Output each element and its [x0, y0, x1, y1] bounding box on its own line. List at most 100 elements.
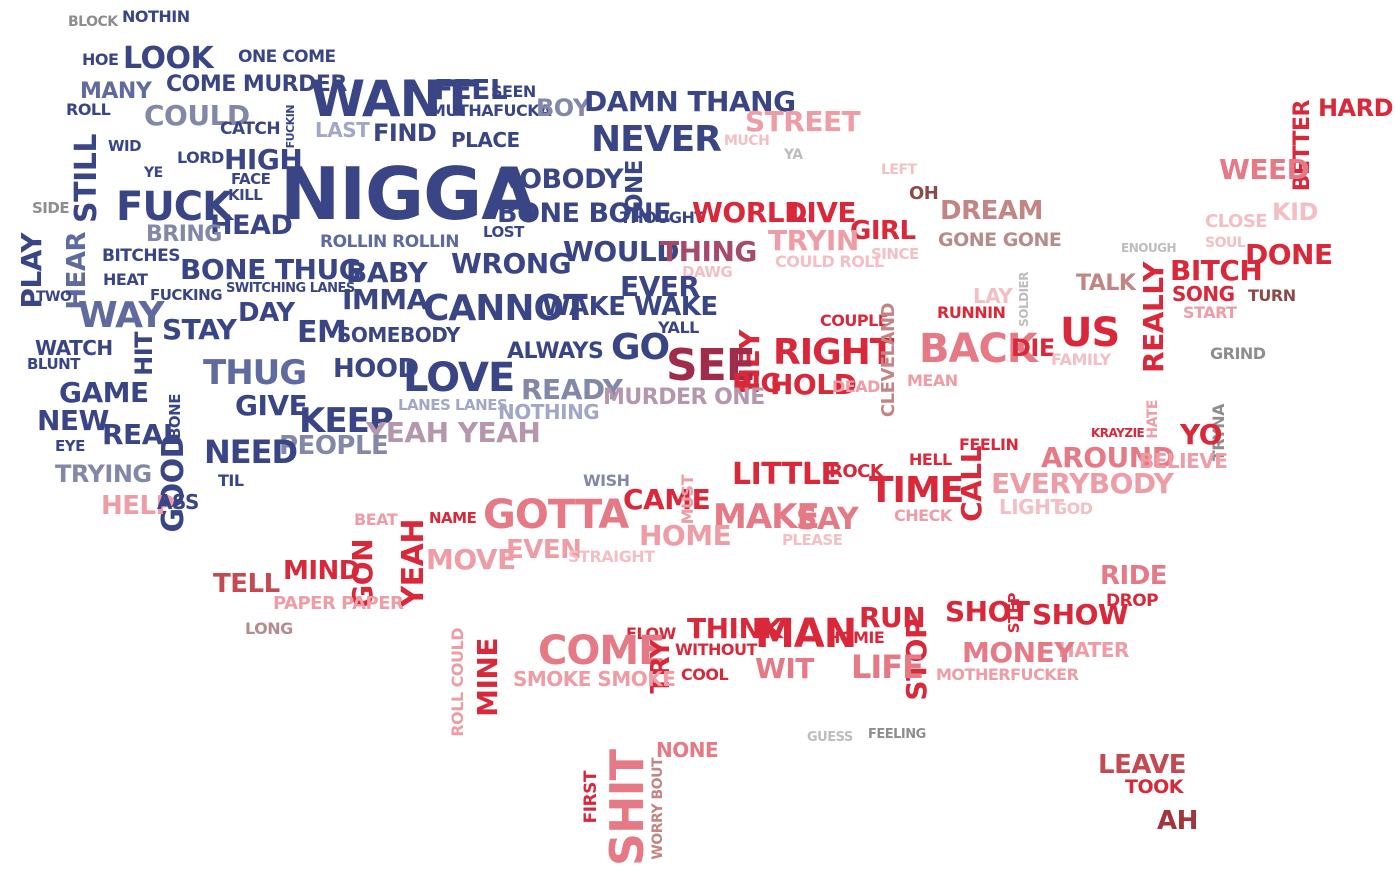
word-left: LEFT: [881, 162, 917, 178]
word-could-roll: COULD ROLL: [775, 252, 884, 271]
word-hold: HOLD: [770, 368, 857, 401]
word-cannot: CANNOT: [423, 288, 588, 329]
word-hell: HELL: [909, 450, 952, 469]
word-people: PEOPLE: [279, 431, 389, 461]
word-til: TIL: [218, 471, 244, 490]
word-new: NEW: [37, 404, 109, 437]
word-girl: GIRL: [850, 216, 916, 246]
word-side: SIDE: [32, 199, 70, 217]
word-wrong: WRONG: [451, 247, 572, 280]
word-us: US: [1060, 310, 1120, 356]
word-seen: SEEN: [491, 82, 536, 101]
word-high: HIGH: [224, 143, 303, 176]
word-live: LIVE: [789, 196, 857, 229]
word-fuckin: FUCKIN: [284, 105, 297, 149]
word-move: MOVE: [426, 543, 516, 576]
word-family: FAMILY: [1051, 350, 1111, 369]
word-day: DAY: [238, 298, 295, 328]
word-worry-bout: WORRY BOUT: [650, 758, 666, 860]
word-flow: FLOW: [626, 624, 676, 643]
word-bring: BRING: [146, 222, 222, 247]
word-nothing: NOTHING: [498, 400, 600, 424]
word-enough: ENOUGH: [1121, 241, 1177, 255]
word-would: WOULD: [563, 235, 680, 268]
word-watch: WATCH: [35, 336, 113, 360]
word-shot: SHOT: [945, 595, 1030, 628]
word-two: TWO: [36, 289, 72, 305]
word-ride: RIDE: [1100, 561, 1168, 591]
word-feelin: FEELIN: [959, 435, 1019, 454]
word-done: DONE: [1245, 238, 1333, 271]
word-smoke-smoke: SMOKE SMOKE: [513, 667, 676, 691]
word-big: BIG: [732, 369, 782, 399]
word-switching-lanes: SWITCHING LANES: [226, 281, 355, 296]
word-blunt: BLUNT: [27, 355, 80, 373]
word-way: WAY: [78, 295, 165, 336]
word-call: CALL: [955, 446, 988, 522]
word-soul: SOUL: [1205, 235, 1246, 251]
word-say: SAY: [796, 502, 859, 537]
word-kid: KID: [1272, 198, 1318, 226]
word-song: SONG: [1172, 282, 1235, 306]
word-without: WITHOUT: [675, 640, 757, 659]
word-time: TIME: [869, 470, 964, 511]
word-even: EVEN: [506, 535, 582, 565]
word-drop: DROP: [1106, 591, 1159, 611]
word-hater: HATER: [1058, 638, 1129, 662]
word-came: CAME: [623, 483, 711, 516]
word-beat: BEAT: [354, 510, 398, 529]
word-hoe: HOE: [82, 50, 119, 69]
word-rollin-rollin: ROLLIN ROLLIN: [320, 232, 459, 252]
word-muthafucka: MUTHAFUCKA: [430, 101, 552, 120]
word-fucking: FUCKING: [150, 286, 223, 304]
word-gone-gone: GONE GONE: [938, 229, 1062, 251]
word-runnin: RUNNIN: [937, 303, 1006, 322]
word-hate: HATE: [1145, 400, 1161, 439]
word-thug: THUG: [203, 353, 307, 393]
word-everybody: EVERYBODY: [991, 467, 1174, 500]
word-em: EM: [297, 315, 347, 350]
word-wake-wake: WAKE WAKE: [542, 292, 718, 322]
word-baby: BABY: [346, 256, 428, 289]
word-never: NEVER: [591, 119, 722, 160]
word-think: THINK: [687, 612, 783, 645]
word-bitch: BITCH: [1170, 254, 1263, 287]
word-wish: WISH: [583, 471, 630, 490]
word-hit: HIT: [130, 332, 158, 376]
word-guess: GUESS: [807, 730, 853, 745]
word-ever: EVER: [620, 270, 700, 303]
word-feel: FEEL: [434, 73, 508, 106]
word-krayzie: KRAYZIE: [1091, 426, 1145, 440]
word-find: FIND: [373, 119, 437, 147]
word-world: WORLD: [692, 196, 807, 229]
word-damn-thang: DAMN THANG: [584, 85, 796, 118]
word-stay: STAY: [162, 313, 237, 346]
word-eye: EYE: [55, 437, 85, 455]
word-since: SINCE: [871, 245, 919, 263]
word-make: MAKE: [713, 497, 820, 537]
word-god: GOD: [1054, 499, 1093, 518]
word-mine: MINE: [471, 638, 504, 717]
word-could: COULD: [144, 99, 250, 132]
word-turn: TURN: [1248, 286, 1296, 305]
word-hard: HARD: [1317, 94, 1394, 122]
word-soldier: SOLDIER: [1017, 272, 1031, 327]
word-must: MUST: [678, 475, 697, 525]
word-one-come: ONE COME: [238, 47, 336, 67]
word-please: PLEASE: [782, 531, 843, 549]
word-believe: BELIEVE: [1139, 449, 1228, 473]
word-weed: WEED: [1219, 153, 1310, 186]
word-cool: COOL: [681, 665, 729, 684]
word-paper-paper: PAPER PAPER: [273, 593, 404, 614]
word-come-murder: COME MURDER: [166, 72, 347, 97]
word-love: LOVE: [403, 355, 515, 401]
word-yo: YO: [1180, 418, 1223, 451]
word-talk: TALK: [1076, 271, 1136, 296]
word-straight: STRAIGHT: [568, 547, 655, 566]
word-ya: YA: [784, 147, 803, 163]
word-roll: ROLL: [66, 100, 111, 119]
word-ye: YE: [144, 165, 163, 181]
word-little: LITTLE: [732, 457, 841, 492]
word-keep: KEEP: [299, 401, 394, 441]
